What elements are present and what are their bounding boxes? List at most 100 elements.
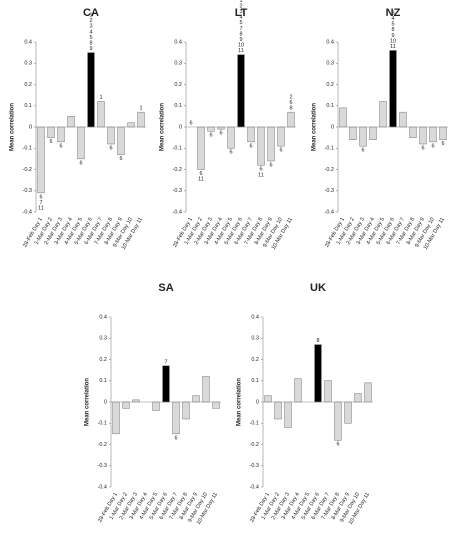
y-tick-label: -0.1 — [173, 146, 182, 152]
y-tick-label: -0.3 — [98, 463, 107, 469]
y-tick-label: -0.1 — [325, 146, 334, 152]
bar — [314, 344, 322, 403]
bar — [274, 401, 282, 420]
bar — [192, 395, 200, 403]
bar-annotation: 6 — [219, 131, 222, 137]
y-tick-label: -0.3 — [250, 463, 259, 469]
bar — [277, 126, 285, 147]
bar-annotation: 8 — [89, 40, 92, 46]
y-tick-label: -0.3 — [23, 188, 32, 194]
y-tick-label: -0.4 — [325, 209, 334, 215]
bar-annotation: 11 — [38, 206, 44, 212]
bar-annotation: 1 — [89, 12, 92, 18]
y-tick-label: -0.1 — [250, 421, 259, 427]
y-axis-label: Mean correlation — [312, 103, 318, 151]
bar-annotation: 6 — [361, 148, 364, 154]
bar-annotation: 6 — [279, 148, 282, 154]
bar — [237, 54, 245, 128]
y-tick-label: 0 — [104, 399, 107, 405]
bar-annotation: 6 — [229, 150, 232, 156]
y-tick-label: 0.3 — [174, 61, 182, 67]
bar — [267, 126, 275, 162]
y-tick-label: -0.4 — [173, 209, 182, 215]
y-tick-label: 0.2 — [174, 82, 182, 88]
bar — [359, 126, 367, 147]
bar-annotation: 2 — [289, 94, 292, 100]
y-tick-label: 0.4 — [251, 314, 259, 320]
bar-annotation: 7 — [39, 200, 42, 206]
y-tick-label: 0.2 — [326, 82, 334, 88]
bar — [294, 378, 302, 403]
bar-annotation: 6 — [189, 120, 192, 126]
bar — [202, 376, 210, 403]
bar-annotation: 1 — [99, 95, 102, 101]
bar-annotation: 11 — [198, 177, 204, 183]
bar — [107, 126, 115, 145]
y-tick-label: -0.4 — [250, 484, 259, 490]
bar-annotation: 3 — [391, 10, 394, 16]
bar-annotation: 6 — [39, 194, 42, 200]
y-axis-label: Mean correlation — [10, 103, 16, 151]
bar — [399, 111, 407, 128]
bar — [409, 126, 417, 138]
bar-annotation: 11 — [390, 44, 396, 50]
bar-annotation: 6 — [431, 143, 434, 149]
bar — [127, 122, 135, 128]
bar — [344, 401, 352, 424]
y-tick-label: 0.3 — [99, 336, 107, 342]
bar — [212, 401, 220, 409]
bar — [419, 126, 427, 145]
bar-annotation: 8 — [239, 31, 242, 37]
bar-annotation: 10 — [390, 38, 396, 44]
y-tick-label: -0.4 — [23, 209, 32, 215]
bar-annotation: 2 — [239, 3, 242, 9]
bar-annotation: 5 — [391, 22, 394, 28]
bar — [77, 126, 85, 160]
bar-annotation: 3 — [239, 9, 242, 15]
bar — [324, 380, 332, 403]
bar — [97, 101, 105, 128]
bar — [257, 126, 265, 166]
y-tick-label: 0.3 — [251, 336, 259, 342]
bar — [67, 116, 75, 128]
bar-annotation: 6 — [199, 171, 202, 177]
bar — [117, 126, 125, 155]
chart-title: LT — [235, 7, 248, 19]
bar-annotation: 6 — [441, 141, 444, 147]
bar — [284, 401, 292, 428]
bar-annotation: 6 — [259, 167, 262, 173]
bar — [182, 401, 190, 420]
bar-annotation: 8 — [391, 27, 394, 33]
bar — [379, 101, 387, 128]
bar — [429, 126, 437, 143]
bar-annotation: 11 — [258, 172, 264, 178]
bar-annotation: 11 — [238, 48, 244, 54]
y-tick-label: 0.4 — [326, 39, 334, 45]
bar-annotation: 2 — [89, 18, 92, 24]
chart-title: NZ — [386, 7, 401, 19]
y-tick-label: 0.1 — [174, 103, 182, 109]
bar-annotation: 4 — [391, 16, 394, 22]
bar — [57, 126, 65, 143]
bar-annotation: 4 — [89, 29, 92, 35]
bar — [287, 111, 295, 128]
y-tick-label: 0.2 — [99, 357, 107, 363]
y-tick-label: -0.1 — [23, 146, 32, 152]
bar-annotation: 6 — [49, 139, 52, 145]
y-axis-label: Mean correlation — [237, 378, 243, 426]
y-tick-label: 0.2 — [24, 82, 32, 88]
y-tick-label: 0.4 — [24, 39, 32, 45]
bar-annotation: 1 — [139, 106, 142, 112]
bar-annotation: 6 — [59, 143, 62, 149]
bar-annotation: 9 — [391, 33, 394, 39]
y-tick-label: 0 — [29, 124, 32, 130]
bar-annotation: 9 — [239, 37, 242, 43]
chart-title: CA — [83, 7, 99, 19]
bar — [227, 126, 235, 149]
bar — [364, 382, 372, 403]
y-tick-label: -0.1 — [98, 421, 107, 427]
bar-annotation: 6 — [269, 162, 272, 168]
y-tick-label: -0.2 — [250, 442, 259, 448]
bar-annotation: 6 — [421, 145, 424, 151]
